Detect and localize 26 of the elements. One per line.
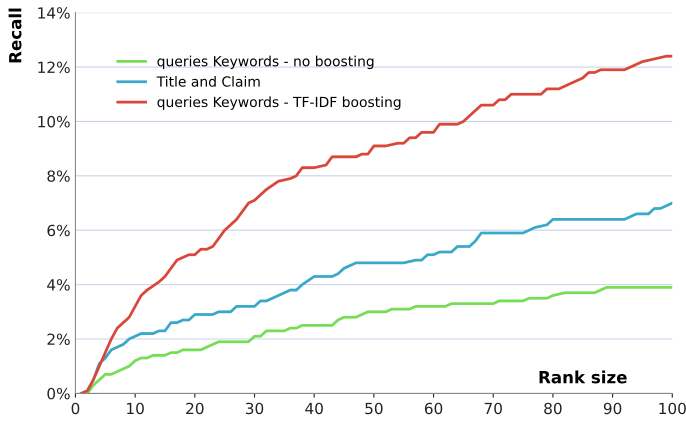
x-tick-label: 70 — [484, 402, 502, 414]
legend-label: queries Keywords - no boosting — [157, 56, 374, 70]
y-tick-label: 2% — [47, 333, 70, 346]
x-tick-label: 10 — [127, 402, 144, 414]
legend-label: queries Keywords - TF-IDF boosting — [157, 96, 400, 110]
x-tick-label: 0 — [72, 402, 80, 414]
x-tick-label: 100 — [659, 402, 686, 414]
x-tick-label: 90 — [604, 402, 622, 414]
y-axis-title: Recall — [8, 8, 22, 62]
x-tick-label: 50 — [365, 402, 383, 414]
y-tick-label: 6% — [47, 224, 70, 236]
x-tick-label: 80 — [544, 402, 562, 414]
legend-label: Title and Claim — [156, 76, 260, 87]
y-tick-label: 4% — [47, 279, 70, 291]
x-axis-title: Rank size — [540, 370, 627, 384]
x-tick-label: 40 — [305, 402, 323, 414]
x-tick-label: 30 — [246, 402, 264, 414]
y-tick-label: 12% — [38, 62, 70, 74]
line-series — [80, 286, 672, 394]
y-tick-label: 10% — [38, 116, 70, 128]
y-tick-label: 8% — [47, 170, 70, 182]
x-tick-label: 60 — [424, 402, 442, 414]
y-tick-label: 0% — [47, 388, 70, 400]
y-tick-label: 14% — [38, 7, 70, 19]
x-tick-label: 20 — [186, 402, 204, 414]
line-series — [80, 54, 672, 394]
